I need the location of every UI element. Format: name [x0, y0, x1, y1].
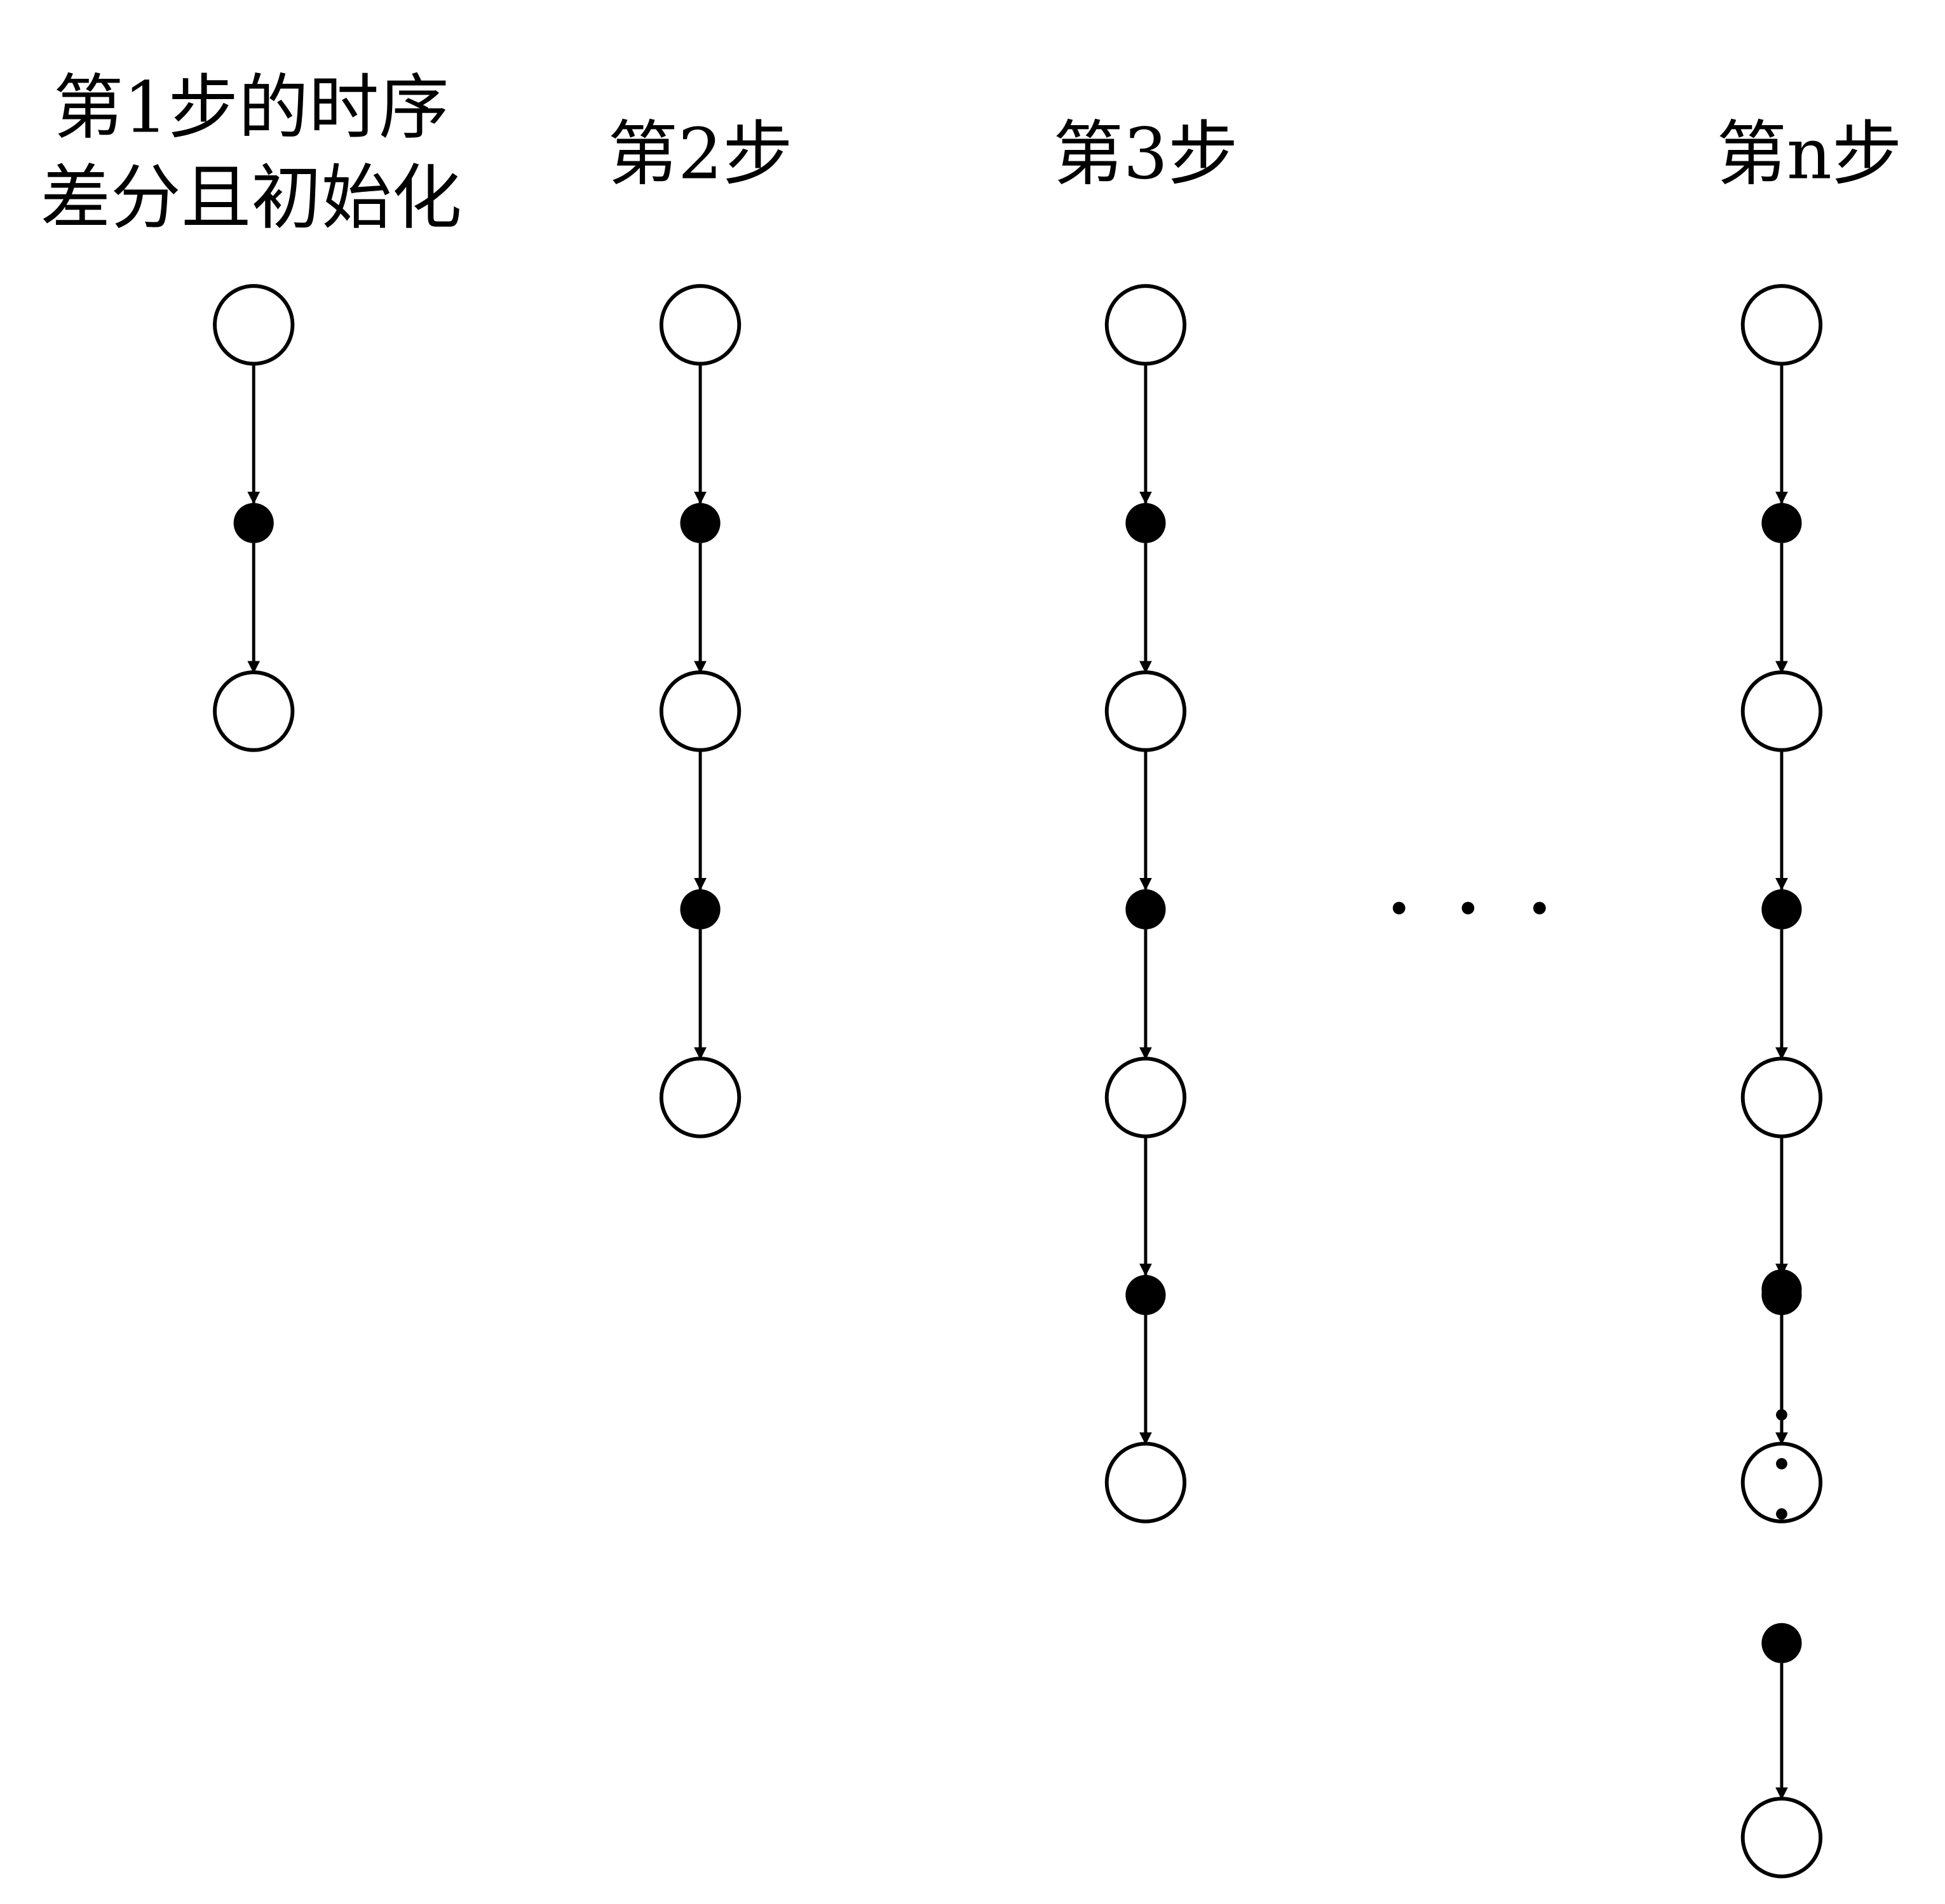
state-node: [659, 670, 742, 752]
state-node: [1104, 284, 1187, 366]
state-node: [1740, 1442, 1823, 1523]
column-label-step-n: 第n步: [1716, 113, 1902, 195]
intermediate-node: [1761, 503, 1802, 543]
horizontal-ellipsis-dot: [1461, 901, 1475, 915]
column-label-step-2: 第2步: [607, 113, 792, 195]
vertical-ellipsis-dot: [1776, 1458, 1787, 1469]
state-node: [1740, 284, 1823, 366]
intermediate-node: [1761, 889, 1802, 929]
intermediate-node: [233, 503, 274, 543]
state-node: [1104, 670, 1187, 752]
horizontal-ellipsis-dot: [1392, 901, 1406, 915]
intermediate-node: [680, 889, 721, 929]
intermediate-node: [1761, 1269, 1802, 1310]
state-node: [1740, 1057, 1823, 1138]
intermediate-node: [680, 503, 721, 543]
state-node: [659, 284, 742, 366]
state-node: [1104, 1057, 1187, 1138]
intermediate-node: [1125, 1274, 1166, 1316]
intermediate-node: [1761, 1623, 1802, 1663]
state-node: [1104, 1442, 1187, 1523]
column-label-step-1-line-1: 第1步的时序: [53, 67, 449, 149]
state-node: [1740, 1797, 1823, 1879]
column-label-step-1-line-2: 差分且初始化: [41, 157, 462, 239]
intermediate-node: [1125, 889, 1166, 929]
intermediate-node: [1125, 503, 1166, 543]
horizontal-ellipsis-dot: [1533, 901, 1546, 915]
state-node: [659, 1057, 742, 1138]
state-node: [1740, 670, 1823, 752]
vertical-ellipsis-dot: [1776, 1409, 1787, 1421]
column-label-step-3: 第3步: [1053, 113, 1238, 195]
state-node: [213, 670, 295, 752]
state-node: [213, 284, 295, 366]
vertical-ellipsis-dot: [1776, 1508, 1787, 1520]
